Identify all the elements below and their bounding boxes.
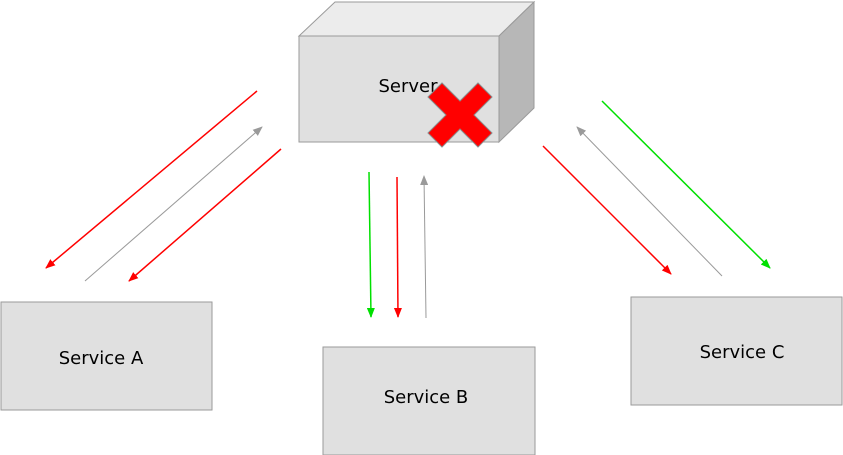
server-node: Server (297, 0, 536, 148)
service-c-label: Service C (700, 342, 785, 363)
service-a-node: Service A (0, 301, 213, 411)
server-box-top (297, 1, 536, 37)
service-a-box (0, 301, 213, 411)
arrow-service-b-to-server-gray (420, 175, 429, 319)
service-b-node: Service B (322, 346, 536, 455)
service-c-node: Service C (630, 296, 843, 406)
arrow-service-c-to-server-gray (576, 126, 723, 277)
arrow-server-to-service-b-red (393, 176, 402, 318)
arrow-server-to-service-a-red-1 (45, 90, 258, 269)
service-b-box (322, 346, 536, 455)
arrow-server-to-service-c-red (542, 145, 672, 275)
red-x-failure-icon (427, 82, 493, 148)
arrow-server-to-service-c-green (601, 100, 771, 269)
arrow-server-to-service-a-red-2 (128, 148, 282, 282)
arrow-service-a-to-server-gray (84, 126, 263, 282)
service-a-label: Service A (59, 348, 144, 369)
arrow-server-to-service-b-green (366, 171, 375, 318)
service-c-box (630, 296, 843, 406)
server-label: Server (378, 76, 438, 97)
service-b-label: Service B (384, 387, 469, 408)
